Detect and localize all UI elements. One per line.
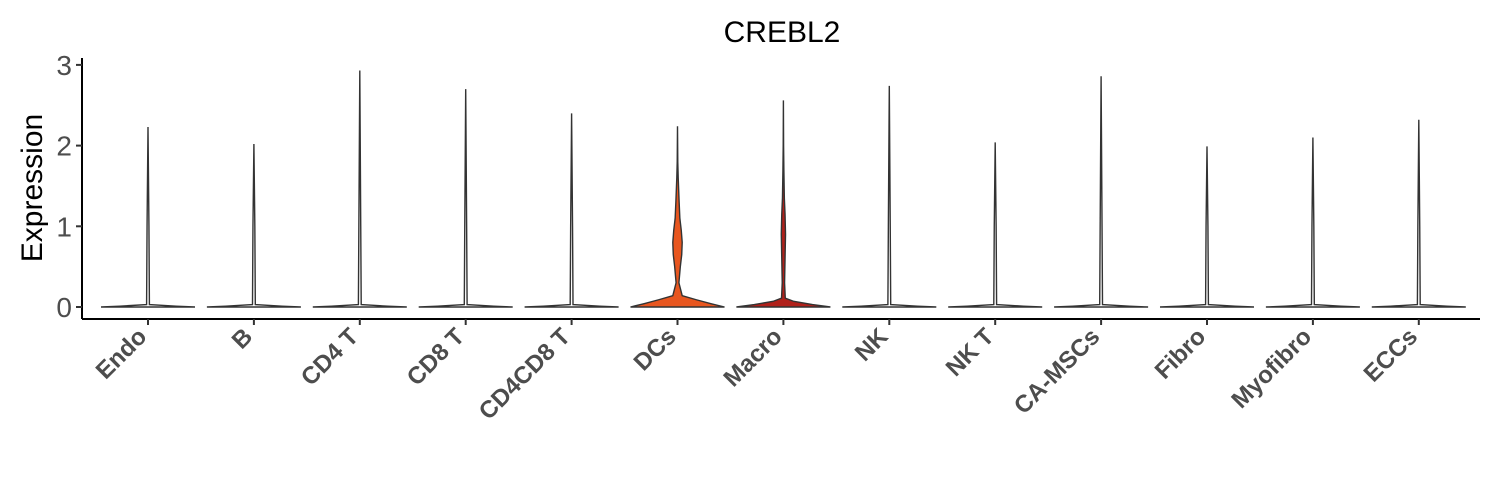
violin-macro [736, 100, 831, 308]
y-tick-label: 1 [56, 211, 72, 242]
y-tick-label: 3 [56, 50, 72, 81]
violin-ca-mscs [1054, 76, 1149, 308]
violin-cd4cd8-t [524, 113, 619, 308]
x-tick-label: DCs [629, 323, 682, 376]
x-tick-label: ECCs [1359, 323, 1423, 387]
violin-fibro [1159, 146, 1255, 308]
x-tick-label: Fibro [1150, 323, 1212, 385]
axes [81, 58, 1480, 320]
x-tick-label: CA-MSCs [1009, 323, 1105, 419]
violin-nk [842, 85, 937, 308]
x-tick-label: B [227, 323, 258, 354]
x-tick-label: CD4 T [296, 323, 364, 391]
violin-b [206, 143, 301, 308]
x-tick-label: Myofibro [1226, 323, 1317, 414]
violin-eccs [1371, 119, 1466, 308]
violin-cd4-t [312, 70, 407, 308]
y-axis-label: Expression [16, 114, 49, 262]
violin-myofibro [1265, 137, 1360, 308]
x-axis-ticks: Endo B CD4 T CD8 T CD4CD8 T DCs Macro NK NK T CA-… [91, 319, 1423, 425]
violin-nk-t [948, 142, 1043, 308]
x-tick-label: NK T [941, 323, 1000, 382]
violin-cd8-t [418, 89, 513, 308]
violin-endo [100, 127, 196, 308]
x-tick-label: Endo [91, 323, 153, 385]
violin-group [100, 70, 1466, 308]
x-tick-label: CD8 T [402, 323, 470, 391]
y-axis-ticks: 0 1 2 3 [56, 50, 82, 323]
y-tick-label: 0 [56, 292, 72, 323]
y-tick-label: 2 [56, 131, 72, 162]
x-tick-label: CD4CD8 T [474, 323, 576, 425]
violin-dcs [630, 126, 725, 308]
chart-title: CREBL2 [724, 16, 841, 49]
x-tick-label: NK [850, 323, 894, 367]
x-tick-label: Macro [719, 323, 788, 392]
